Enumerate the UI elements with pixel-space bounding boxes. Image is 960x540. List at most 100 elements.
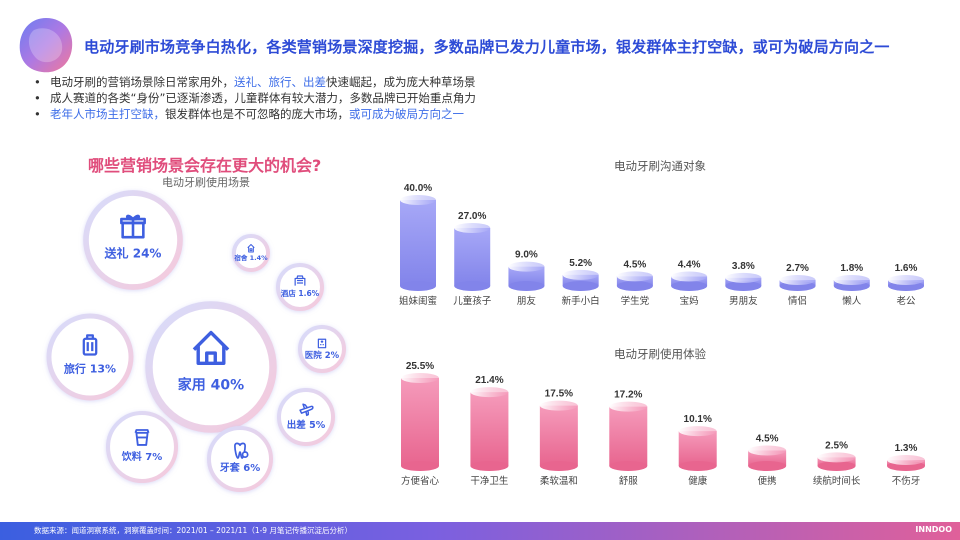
bar: 3.8% 男朋友 (725, 261, 762, 307)
bar-category-label: 姐妹闺蜜 (399, 295, 437, 307)
bubble-fill (91, 198, 175, 282)
bar-value-label: 27.0% (458, 211, 486, 222)
scene-bubble: 医院 2% (298, 325, 346, 373)
bar-category-label: 新手小白 (562, 295, 600, 307)
scene-bubble: 饮料 7% (105, 410, 179, 484)
bubble-fill (236, 238, 266, 268)
bubble-fill (282, 393, 330, 441)
bar-base (725, 281, 762, 291)
bar-value-label: 3.8% (732, 261, 755, 272)
bar-body (400, 200, 436, 286)
bar-body (562, 274, 599, 286)
bubble-label: 送礼 24% (104, 245, 162, 260)
bubble-label: 牙套 6% (220, 461, 260, 474)
airplane-icon (299, 403, 314, 417)
bar: 2.7% 情侣 (779, 263, 816, 307)
bar: 1.6% 老公 (888, 263, 924, 307)
bar-category-label: 男朋友 (729, 295, 758, 307)
bar-value-label: 4.5% (623, 259, 646, 270)
bar-value-label: 9.0% (515, 250, 538, 261)
bar-category-label: 学生党 (621, 295, 650, 307)
bar-base (671, 281, 708, 291)
bullet-item: 成人赛道的各类“身份”已逐渐渗透，儿童群体有较大潜力，多数品牌已开始重点角力 (30, 90, 476, 106)
bar-category-label: 情侣 (788, 295, 807, 307)
hotel-icon (294, 275, 306, 286)
bar-category-label: 宝妈 (680, 295, 699, 307)
scene-bubble: 酒店 1.6% (276, 263, 324, 311)
bubble-label: 旅行 13% (64, 361, 116, 375)
bullet-highlight: 送礼、旅行、出差 (234, 75, 326, 89)
bullet-text: 银发群体也是不可忽略的庞大市场， (165, 107, 349, 121)
bar-body (454, 227, 491, 286)
bar: 4.4% 宝妈 (671, 260, 708, 307)
gift-icon (120, 214, 146, 239)
bar: 5.2% 新手小白 (562, 258, 600, 307)
bullet-highlight: 或可成为破局方向之一 (349, 107, 464, 121)
bar-value-label: 4.4% (678, 260, 701, 271)
scene-bubble: 旅行 13% (46, 313, 134, 401)
bar: 9.0% 朋友 (508, 250, 545, 307)
bar-category-label: 朋友 (517, 295, 537, 307)
bar-top (725, 272, 762, 283)
scene-bubble: 送礼 24% (83, 190, 183, 290)
bar-value-label: 5.2% (569, 258, 592, 269)
scene-bubble: 家用 40% (145, 301, 277, 433)
tooth-icon (234, 442, 249, 459)
bullet-highlight: 老年人市场主打空缺， (50, 107, 165, 121)
bar-category-label: 儿童孩子 (453, 295, 492, 307)
bar: 1.8% 懒人 (833, 263, 870, 307)
brand-blob-icon (19, 18, 73, 73)
bar: 4.5% 学生党 (616, 259, 653, 307)
chart1-title: 电动牙刷沟通对象 (614, 159, 706, 173)
summary-bullets: 电动牙刷的营销场景除日常家用外，送礼、旅行、出差快速崛起，成为庞大种草场景 成人… (30, 74, 476, 122)
bubble-label: 出差 5% (287, 419, 326, 431)
bubble-fill (212, 431, 268, 487)
bar-top (454, 222, 491, 233)
luggage-icon (82, 334, 98, 356)
bar-base (616, 281, 653, 291)
bar-top (616, 271, 653, 282)
bar-top (671, 271, 708, 282)
bar-base (508, 281, 545, 291)
hospital-icon (317, 338, 327, 349)
scene-subtitle: 电动牙刷使用场景 (162, 176, 250, 189)
bullet-item: 老年人市场主打空缺，银发群体也是不可忽略的庞大市场，或可成为破局方向之一 (30, 106, 476, 122)
scene-bubble: 宿舍 1.4% (232, 234, 270, 272)
bullet-text: 快速崛起，成为庞大种草场景 (326, 75, 476, 89)
bullet-text: 电动牙刷的营销场景除日常家用外， (50, 75, 234, 89)
footer-bar: 数据来源：闻道洞察系统，洞察覆盖时间：2021/01 – 2021/11（1-9… (0, 522, 960, 540)
bubble-fill (53, 320, 127, 394)
house-icon (192, 330, 230, 365)
scene-bubble: 出差 5% (277, 388, 335, 446)
chart2-title: 电动牙刷使用体验 (614, 347, 706, 361)
cup-icon (134, 429, 150, 446)
bar-top (888, 275, 924, 285)
bar-value-label: 1.6% (895, 263, 918, 274)
bar-top (562, 269, 599, 280)
bar-category-label: 懒人 (842, 295, 862, 307)
bar-value-label: 2.7% (786, 263, 809, 274)
bar-base (562, 281, 599, 291)
bubble-label: 饮料 7% (121, 450, 162, 463)
bar-top (833, 275, 870, 285)
bullet-item: 电动牙刷的营销场景除日常家用外，送礼、旅行、出差快速崛起，成为庞大种草场景 (30, 74, 476, 90)
bubble-label: 酒店 1.6% (281, 288, 320, 298)
bar-top (779, 275, 816, 285)
bar-base (400, 281, 436, 291)
bar: 40.0% 姐妹闺蜜 (399, 183, 437, 307)
bubble-fill (112, 417, 172, 477)
scene-bubble: 牙套 6% (207, 426, 273, 492)
bullet-text: 成人赛道的各类“身份”已逐渐渗透，儿童群体有较大潜力，多数品牌已开始重点角力 (50, 91, 476, 105)
bar-value-label: 1.8% (840, 263, 863, 274)
bar: 27.0% 儿童孩子 (453, 211, 492, 307)
bubble-label: 家用 40% (178, 376, 244, 393)
scene-question: 哪些营销场景会存在更大的机会? (88, 156, 322, 175)
bubble-fill (280, 267, 320, 307)
bar-category-label: 老公 (896, 295, 916, 307)
bubble-label: 宿舍 1.4% (234, 253, 268, 262)
bar-top (508, 261, 545, 272)
bubble-label: 医院 2% (305, 350, 340, 361)
page-title: 电动牙刷市场竞争白热化，各类营销场景深度挖掘，多数品牌已发力儿童市场，银发群体主… (84, 38, 890, 56)
bar-base (454, 281, 491, 291)
